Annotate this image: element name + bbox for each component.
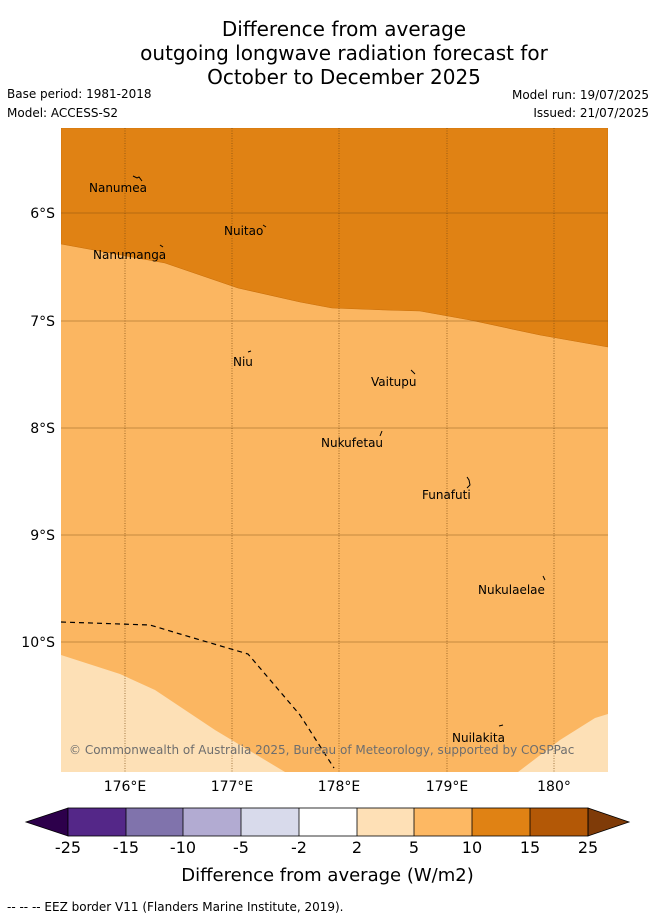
colorbar-segment — [126, 808, 183, 836]
colorbar-tick: 15 — [520, 838, 540, 857]
band-2-5-region-southwest — [61, 655, 285, 772]
colorbar-tick: 25 — [578, 838, 598, 857]
place-label-nuilakita: Nuilakita — [452, 731, 505, 745]
colorbar-tick: -10 — [170, 838, 196, 857]
colorbar-segment — [472, 808, 530, 836]
lat-label-10s: 10°S — [21, 635, 55, 651]
lon-label-179e: 179°E — [426, 779, 469, 795]
place-label-funafuti: Funafuti — [422, 488, 471, 502]
title-line-1: Difference from average — [221, 17, 467, 41]
copyright-notice: © Commonwealth of Australia 2025, Bureau… — [69, 743, 574, 757]
eez-border-note: -- -- -- EEZ border V11 (Flanders Marine… — [7, 900, 344, 914]
island-shapes — [132, 175, 546, 727]
place-label-nanumanga: Nanumanga — [93, 248, 166, 262]
place-label-nuitao: Nuitao — [224, 224, 263, 238]
lon-label-177e: 177°E — [211, 779, 254, 795]
colorbar-tick: 5 — [409, 838, 419, 857]
place-label-niu: Niu — [233, 355, 253, 369]
graticule — [61, 128, 608, 772]
lat-label-8s: 8°S — [30, 421, 55, 437]
colorbar-tick: 2 — [352, 838, 362, 857]
colorbar-tick: -15 — [113, 838, 139, 857]
colorbar-segment — [357, 808, 414, 836]
colorbar-tick: -2 — [291, 838, 307, 857]
model-text: Model: ACCESS-S2 — [7, 106, 119, 120]
colorbar-segment — [68, 808, 126, 836]
colorbar-tick: -5 — [233, 838, 249, 857]
colorbar-tick: -25 — [55, 838, 81, 857]
title-line-2: outgoing longwave radiation forecast for — [140, 41, 548, 65]
place-label-vaitupu: Vaitupu — [371, 375, 417, 389]
lat-label-6s: 6°S — [30, 206, 55, 222]
colorbar-segment — [241, 808, 299, 836]
colorbar: -25 -15 -10 -5 -2 2 5 10 15 25 — [24, 807, 631, 857]
lon-label-178e: 178°E — [318, 779, 361, 795]
title-line-3: October to December 2025 — [207, 65, 481, 89]
lon-label-180: 180° — [537, 779, 571, 795]
colorbar-extension-high — [587, 807, 631, 837]
colorbar-label: Difference from average (W/m2) — [181, 865, 474, 886]
colorbar-segment — [299, 808, 357, 836]
band-10-15-region — [61, 128, 608, 348]
model-run-text: Model run: 19/07/2025 — [511, 88, 649, 102]
colorbar-tick: 10 — [462, 838, 482, 857]
colorbar-segment — [183, 808, 241, 836]
colorbar-segment — [414, 808, 472, 836]
eez-border-line — [60, 621, 335, 769]
band-2-5-region-southeast — [518, 714, 608, 772]
colorbar-extension-low — [24, 807, 69, 837]
lon-label-176e: 176°E — [104, 779, 147, 795]
issued-text: Issued: 21/07/2025 — [533, 106, 649, 120]
place-label-nanumea: Nanumea — [89, 181, 147, 195]
colorbar-segment — [530, 808, 588, 836]
base-period-text: Base period: 1981-2018 — [7, 87, 152, 101]
place-label-nukulaelae: Nukulaelae — [478, 583, 545, 597]
lat-label-9s: 9°S — [30, 528, 55, 544]
place-label-nukufetau: Nukufetau — [321, 436, 383, 450]
lat-label-7s: 7°S — [30, 314, 55, 330]
